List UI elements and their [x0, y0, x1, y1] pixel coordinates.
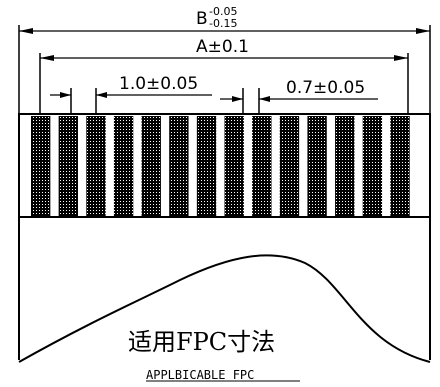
fpc-contact-pad [335, 116, 355, 216]
arrowhead [19, 28, 33, 34]
dimension-b-symbol: B [196, 9, 208, 29]
fpc-break-line [18, 254, 431, 363]
fpc-contact-pad [86, 116, 106, 216]
fpc-contact-pad [307, 116, 327, 216]
fpc-contact-pad [252, 116, 272, 216]
contact-width-label: 0.7±0.05 [286, 78, 365, 98]
arrowhead [60, 92, 71, 98]
fpc-contact-pad [58, 116, 78, 216]
fpc-contact-pad [141, 116, 161, 216]
dimension-b: B -0.05 -0.15 [18, 5, 431, 115]
caption-english: APPLBICABLE FPC [146, 368, 254, 382]
arrowhead [96, 92, 107, 98]
fpc-contact-pad [224, 116, 244, 216]
arrowhead [416, 28, 430, 34]
dimension-contact-width: 0.7±0.05 [220, 78, 378, 113]
arrowhead [232, 96, 243, 102]
arrowhead [40, 55, 54, 61]
arrowhead [259, 96, 270, 102]
fpc-contact-pad [113, 116, 134, 216]
fpc-contact-pad [390, 116, 410, 216]
arrowhead [394, 55, 408, 61]
dimension-a: A±0.1 [39, 37, 409, 113]
fpc-contact-pad [279, 116, 300, 216]
dimension-pitch: 1.0±0.05 [50, 74, 212, 113]
dimension-a-label: A±0.1 [196, 37, 249, 57]
caption-chinese: 适用FPC寸法 [128, 328, 275, 356]
dimension-b-upper-tolerance: -0.05 [209, 5, 237, 18]
dimension-b-lower-tolerance: -0.15 [209, 17, 237, 30]
fpc-contact-pad [362, 116, 383, 216]
fpc-contact-pad [169, 116, 189, 216]
fpc-contact-pad [31, 116, 51, 216]
fpc-contacts [31, 116, 410, 216]
pitch-label: 1.0±0.05 [119, 74, 198, 94]
fpc-contact-pad [196, 116, 217, 216]
